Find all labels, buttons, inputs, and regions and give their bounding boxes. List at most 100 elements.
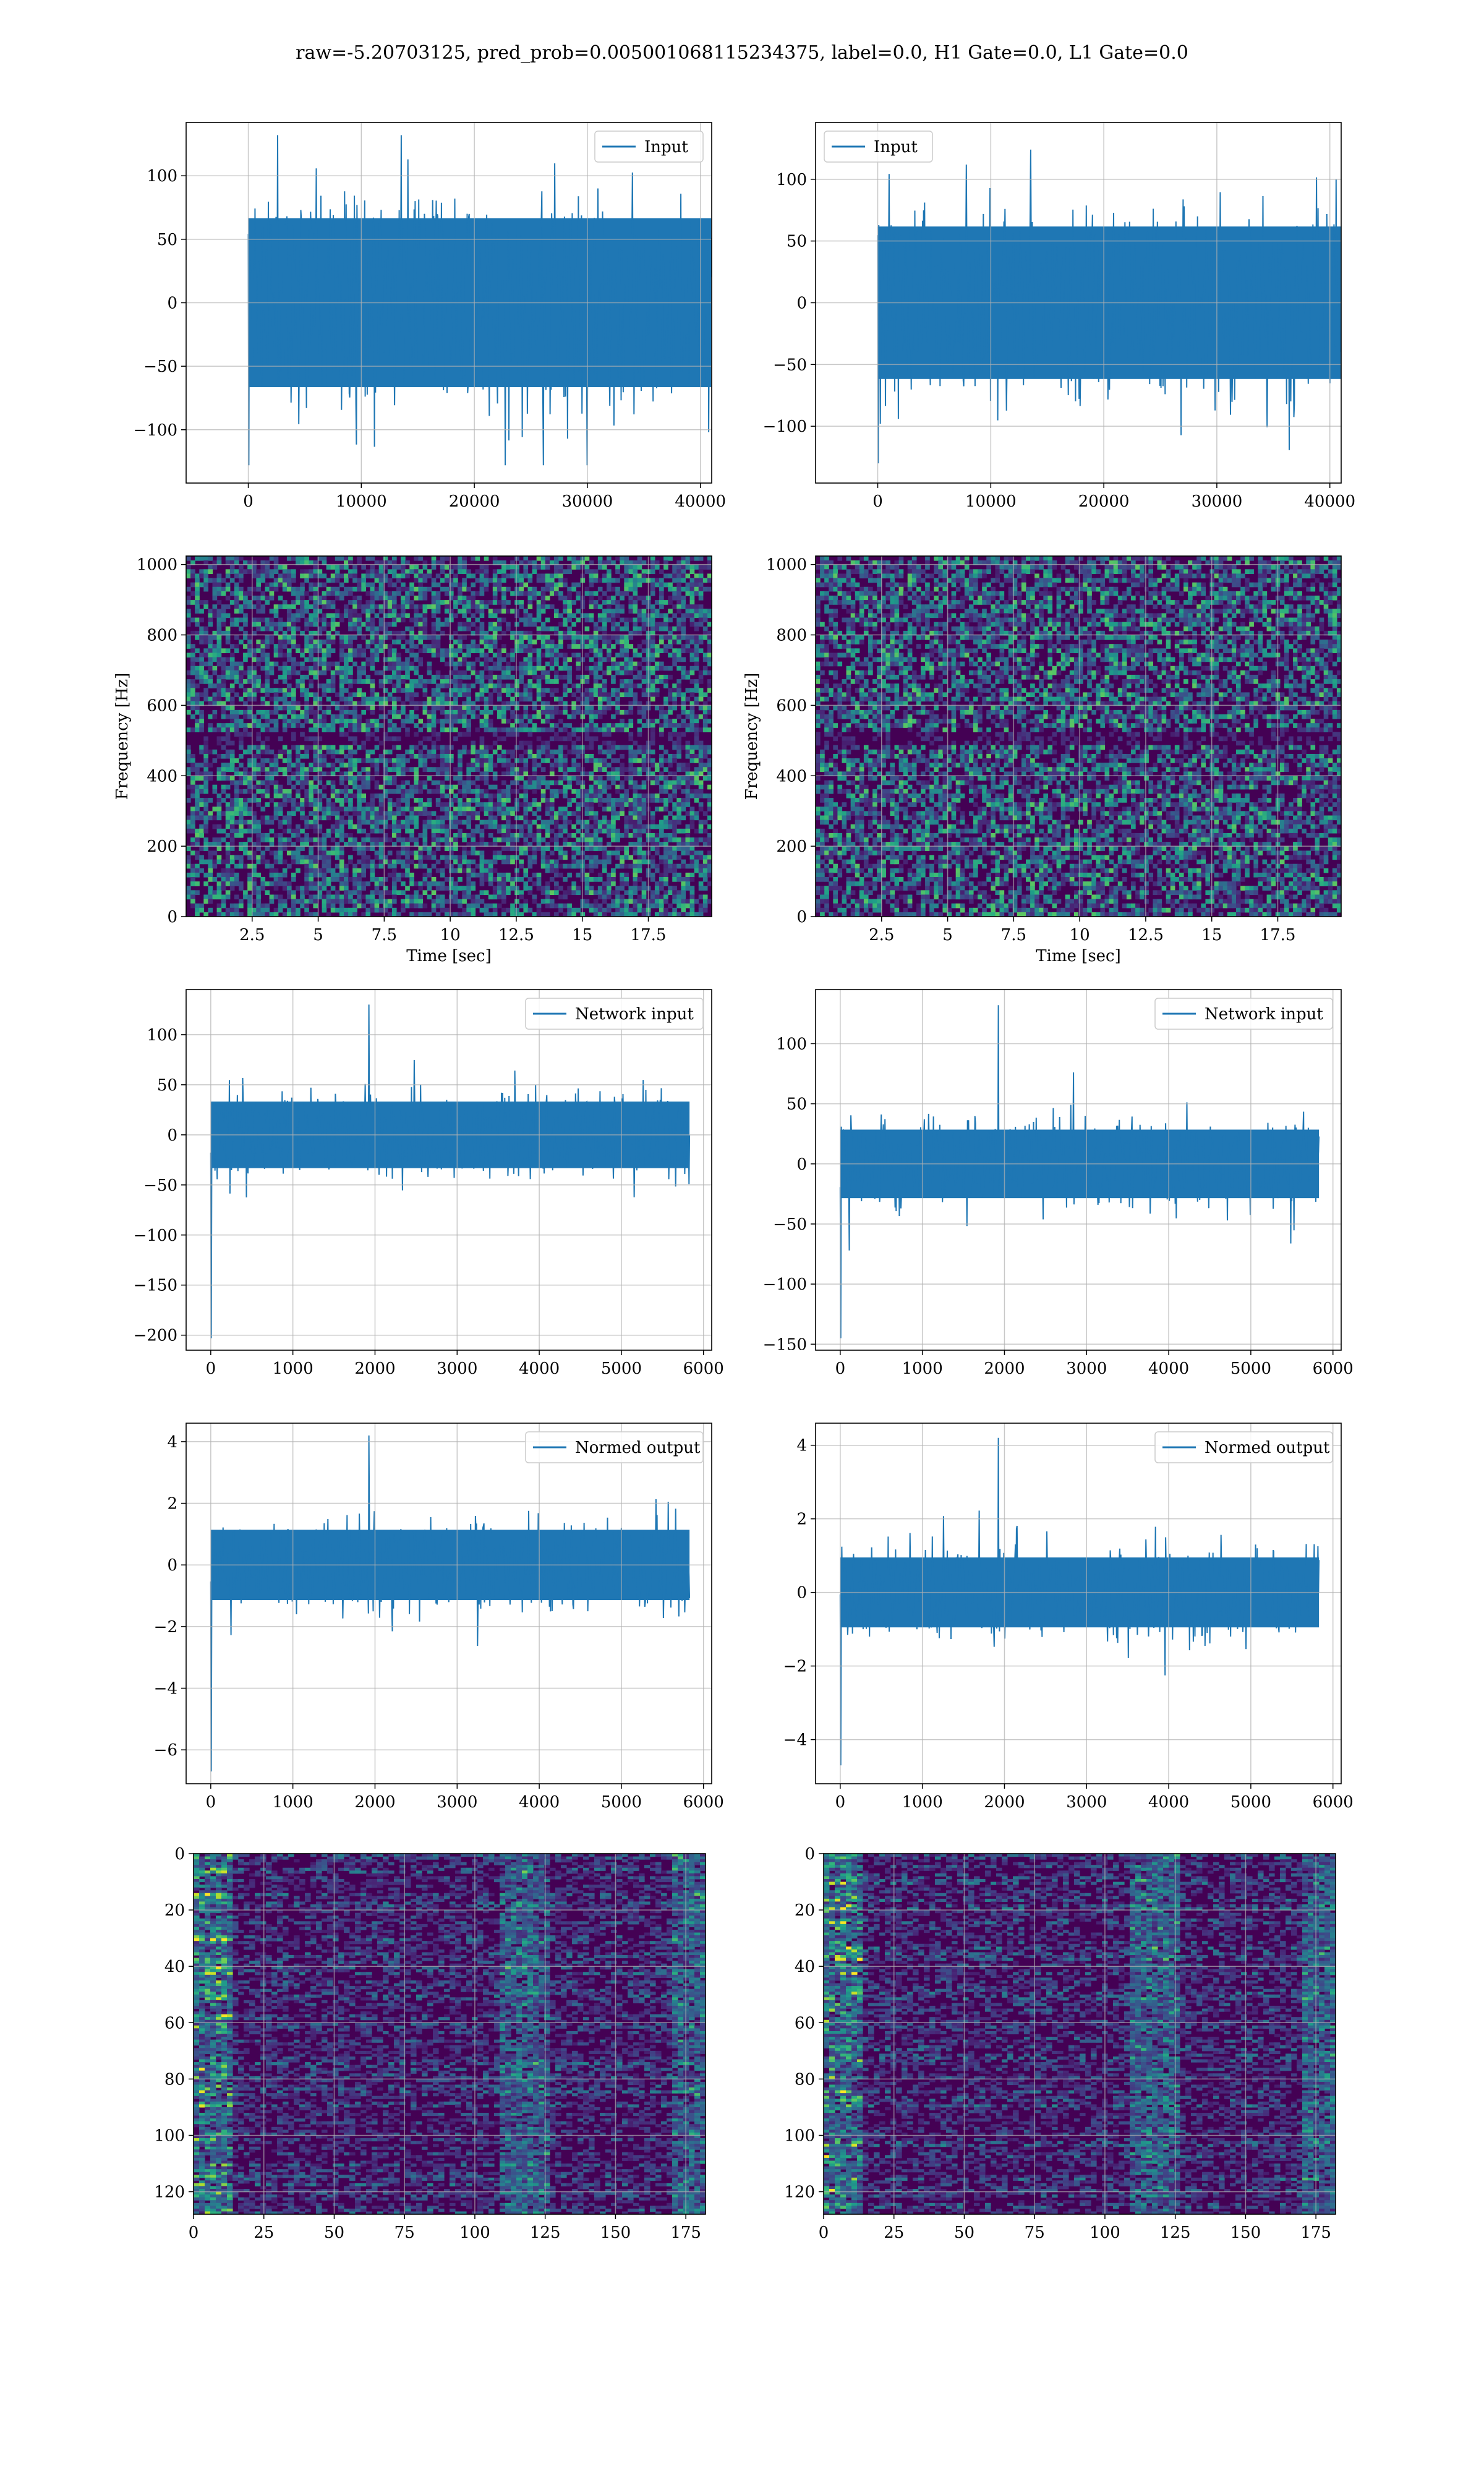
- spectrogram-h1-cell: [602, 767, 607, 772]
- spectrogram-h1-cell: [466, 798, 472, 803]
- spectrogram-h1-cell: [519, 586, 524, 592]
- spectrogram-h1-cell: [694, 683, 699, 688]
- spectrogram-h1-cell: [576, 666, 581, 671]
- spectrogram-h1-cell: [624, 617, 629, 623]
- spectrogram-h1-cell: [549, 807, 555, 811]
- spectrogram-h1-cell: [536, 661, 542, 667]
- spectrogram-h1-cell: [519, 674, 524, 680]
- spectrogram-h1-cell: [265, 701, 270, 706]
- spectrogram-h1-cell: [418, 789, 424, 794]
- spectrogram-h1-cell: [449, 653, 454, 658]
- spectrogram-h1-cell: [444, 776, 450, 781]
- spectrogram-h1-cell: [532, 640, 537, 644]
- spectrogram-h1-cell: [396, 613, 401, 618]
- spectrogram-h1-cell: [444, 714, 450, 719]
- spectrogram-h1-cell: [479, 828, 485, 834]
- spectrogram-h1-cell: [668, 696, 673, 702]
- spectrogram-h1-cell: [484, 824, 489, 829]
- spectrogram-h1-cell: [633, 595, 638, 601]
- spectrogram-h1-cell: [458, 833, 463, 838]
- spectrogram-h1-cell: [597, 784, 603, 790]
- spectrogram-h1-cell: [514, 833, 519, 838]
- spectrogram-h1-cell: [492, 727, 498, 732]
- spectrogram-h1-cell: [383, 565, 388, 570]
- spectrogram-h1-cell: [414, 776, 419, 781]
- spectrogram-h1-cell: [229, 666, 235, 671]
- spectrogram-h1-cell: [348, 798, 353, 803]
- spectrogram-h1-cell: [519, 670, 524, 675]
- spectrogram-h1-cell: [466, 727, 472, 732]
- spectrogram-h1-cell: [186, 749, 191, 755]
- spectrogram-h1-cell: [418, 586, 424, 592]
- spectrogram-h1-cell: [317, 648, 323, 654]
- spectrogram-h1-cell: [650, 578, 655, 583]
- spectrogram-h1-cell: [545, 560, 550, 565]
- spectrogram-h1-cell: [597, 749, 603, 755]
- spectrogram-h1-cell: [409, 644, 414, 649]
- spectrogram-h1-cell: [563, 683, 568, 688]
- spectrogram-h1-cell: [304, 793, 309, 798]
- spectrogram-h1-cell: [313, 749, 318, 755]
- spectrogram-h1-cell: [471, 705, 476, 711]
- spectrogram-h1-cell: [611, 828, 616, 834]
- spectrogram-h1-cell: [576, 789, 581, 794]
- spectrogram-h1-cell: [584, 723, 590, 728]
- spectrogram-h1-cell: [225, 582, 231, 588]
- spectrogram-h1-cell: [506, 837, 511, 842]
- spectrogram-h1-cell: [203, 578, 209, 583]
- spectrogram-h1-cell: [396, 714, 401, 719]
- spectrogram-h1-cell: [449, 569, 454, 575]
- spectrogram-h1-cell: [427, 820, 432, 825]
- spectrogram-h1-cell: [523, 793, 529, 798]
- spectrogram-h1-cell: [694, 776, 699, 781]
- spectrogram-h1-cell: [567, 613, 572, 618]
- spectrogram-h1-cell: [497, 793, 502, 798]
- spectrogram-h1-cell: [589, 736, 594, 742]
- spectrogram-h1-cell: [659, 714, 664, 719]
- spectrogram-h1-cell: [199, 609, 204, 614]
- spectrogram-h1-cell: [549, 666, 555, 671]
- spectrogram-h1-cell: [282, 837, 288, 842]
- spectrogram-h1-cell: [401, 679, 406, 684]
- spectrogram-h1-cell: [309, 683, 314, 688]
- spectrogram-h1-cell: [387, 582, 393, 588]
- spectrogram-h1-cell: [681, 648, 686, 654]
- spectrogram-h1-cell: [378, 573, 384, 579]
- spectrogram-h1-cell: [475, 578, 480, 583]
- spectrogram-h1-cell: [689, 842, 695, 847]
- spectrogram-h1-cell: [497, 626, 502, 631]
- spectrogram-h1-cell: [479, 679, 485, 684]
- spectrogram-h1-cell: [256, 661, 262, 667]
- spectrogram-h1-cell: [458, 753, 463, 759]
- spectrogram-h1-cell: [322, 626, 327, 631]
- spectrogram-h1-cell: [628, 692, 634, 698]
- spectrogram-h1-cell: [628, 630, 634, 636]
- spectrogram-h1-cell: [383, 736, 388, 742]
- spectrogram-h1-cell: [584, 758, 590, 763]
- spectrogram-h1-cell: [558, 591, 563, 596]
- spectrogram-h1-cell: [313, 591, 318, 596]
- spectrogram-h1-cell: [221, 617, 226, 623]
- spectrogram-h1-cell: [444, 807, 450, 811]
- spectrogram-h1-cell: [624, 789, 629, 794]
- spectrogram-h1-cell: [370, 569, 375, 575]
- spectrogram-h1-cell: [488, 657, 493, 662]
- spectrogram-h1-cell: [365, 556, 371, 561]
- spectrogram-h1-cell: [698, 670, 704, 675]
- spectrogram-h1-cell: [449, 617, 454, 623]
- spectrogram-h1-cell: [212, 635, 218, 640]
- spectrogram-h1-cell: [269, 609, 275, 614]
- spectrogram-h1-cell: [348, 736, 353, 742]
- spectrogram-h1-cell: [260, 709, 266, 715]
- spectrogram-h1-cell: [589, 640, 594, 644]
- spectrogram-h1-cell: [650, 653, 655, 658]
- spectrogram-h1-cell: [269, 709, 275, 715]
- spectrogram-h1-cell: [633, 630, 638, 636]
- spectrogram-h1-cell: [435, 780, 441, 785]
- spectrogram-h1-cell: [584, 692, 590, 698]
- spectrogram-h1-cell: [641, 600, 647, 605]
- spectrogram-h1-cell: [225, 595, 231, 601]
- spectrogram-h1-cell: [620, 692, 625, 698]
- spectrogram-h1-cell: [431, 780, 437, 785]
- spectrogram-h1-cell: [418, 657, 424, 662]
